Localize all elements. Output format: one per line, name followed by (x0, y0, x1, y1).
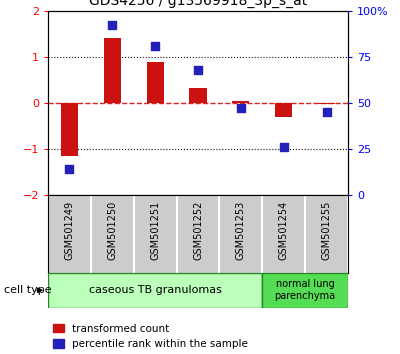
Bar (190, 88, 206, 103)
Bar (146, 62, 164, 103)
Bar (61, 103, 78, 156)
Point (66, 166, 73, 172)
Legend: transformed count, percentile rank within the sample: transformed count, percentile rank withi… (53, 324, 248, 349)
Point (280, 144, 287, 150)
Text: GSM501249: GSM501249 (64, 201, 74, 260)
Text: GSM501253: GSM501253 (236, 201, 246, 260)
Bar (262, 273, 348, 308)
Title: GDS4256 / g13569918_3p_s_at: GDS4256 / g13569918_3p_s_at (89, 0, 307, 8)
Text: cell type: cell type (4, 285, 52, 295)
Bar (232, 101, 250, 103)
Text: GSM501255: GSM501255 (322, 201, 332, 260)
Bar (318, 103, 335, 104)
Text: GSM501254: GSM501254 (279, 201, 289, 260)
Point (195, 67, 201, 72)
Bar (275, 103, 292, 118)
Point (152, 43, 158, 48)
Bar (48, 273, 262, 308)
Point (109, 23, 116, 28)
Text: normal lung
parenchyma: normal lung parenchyma (274, 279, 336, 301)
Text: caseous TB granulomas: caseous TB granulomas (89, 285, 222, 295)
Bar (104, 38, 121, 103)
Point (238, 105, 244, 111)
Text: GSM501250: GSM501250 (107, 201, 117, 260)
Text: GSM501251: GSM501251 (150, 201, 160, 260)
Text: GSM501252: GSM501252 (193, 201, 203, 260)
Point (323, 109, 330, 115)
